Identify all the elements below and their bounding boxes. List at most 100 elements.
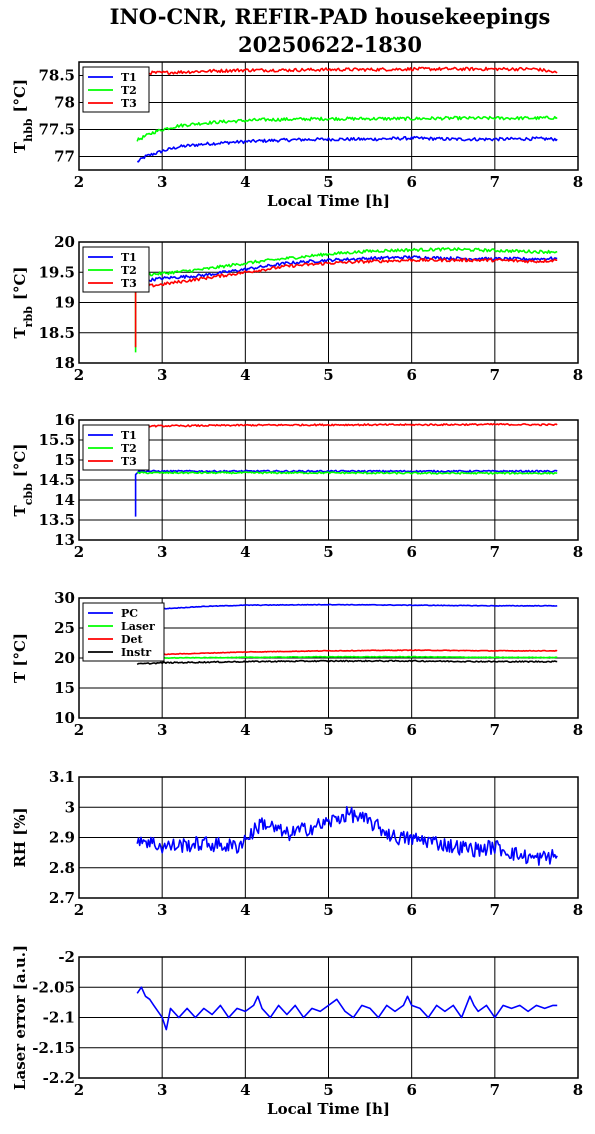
chart-panel-6: 2 3 4 5 6 7 8 -2.2 -2.15 -2.1 -2.05 -2 Local Time [h… <box>11 945 583 1118</box>
x-tick-label: 4 <box>240 1081 250 1099</box>
x-tick-label: 6 <box>406 1081 416 1099</box>
x-tick-label: 8 <box>573 721 583 739</box>
series-line-t2 <box>134 247 558 353</box>
legend-label: Det <box>121 633 144 646</box>
y-axis-label-unit: [°C] <box>11 79 29 113</box>
series-line-t3 <box>136 66 558 76</box>
y-axis-label-main: Laser error [a.u.] <box>11 945 29 1090</box>
series-line-det <box>136 649 558 657</box>
x-tick-label: 6 <box>406 721 416 739</box>
x-tick-label: 3 <box>157 543 167 561</box>
x-tick-label: 2 <box>74 366 84 384</box>
y-tick-label: 18.5 <box>38 324 75 342</box>
figure-title-line2: 20250622-1830 <box>238 32 422 57</box>
y-tick-label: 10 <box>54 709 75 727</box>
x-tick-label: 4 <box>240 901 250 919</box>
y-tick-label: 13.5 <box>38 511 75 529</box>
legend-label: T1 <box>121 251 137 264</box>
x-tick-label: 8 <box>573 543 583 561</box>
series-line-instr <box>136 659 558 666</box>
x-tick-label: 3 <box>157 1081 167 1099</box>
x-tick-label: 2 <box>74 543 84 561</box>
series-line-t3 <box>137 422 558 428</box>
y-tick-label: 20 <box>54 649 75 667</box>
plot-frame <box>78 241 579 364</box>
y-axis-label-unit: [°C] <box>11 444 29 478</box>
chart-panel-3: 2 3 4 5 6 7 81313.51414.51515.516Tcbb[°C]T1T2T… <box>11 411 583 561</box>
y-tick-label: 14 <box>54 491 75 509</box>
x-tick-label: 8 <box>573 173 583 191</box>
series-line-pc <box>137 603 558 614</box>
series-line-t1 <box>136 255 558 287</box>
series-line-value <box>136 986 558 1031</box>
x-tick-label: 7 <box>490 543 500 561</box>
y-tick-label: -2.15 <box>32 1039 75 1057</box>
y-tick-label: 15 <box>54 451 75 469</box>
x-tick-label: 2 <box>74 1081 84 1099</box>
legend-label: T2 <box>121 264 137 277</box>
y-tick-label: 30 <box>54 589 75 607</box>
plot-frame <box>78 419 579 541</box>
x-tick-label: 3 <box>157 901 167 919</box>
y-axis-label-main: T <box>11 141 29 153</box>
y-tick-label: -2.1 <box>43 1009 75 1027</box>
x-tick-label: 7 <box>490 366 500 384</box>
x-tick-label: 7 <box>490 901 500 919</box>
y-tick-label: -2.05 <box>32 978 75 996</box>
x-tick-label: 4 <box>240 366 250 384</box>
legend-label: Laser <box>121 620 155 633</box>
plot-frame <box>78 597 579 719</box>
x-tick-label: 3 <box>157 366 167 384</box>
x-tick-label: 2 <box>74 721 84 739</box>
x-tick-label: 4 <box>240 721 250 739</box>
y-tick-label: 18 <box>54 354 75 372</box>
series-line-t1 <box>134 469 558 517</box>
y-axis-label: Thbb [°C] <box>11 79 35 153</box>
series-line-t2 <box>136 471 558 475</box>
plot-frame <box>78 956 579 1079</box>
x-tick-label: 8 <box>573 366 583 384</box>
y-axis-label-main: T <box>11 327 29 339</box>
x-tick-label: 2 <box>74 901 84 919</box>
y-tick-label: 19 <box>54 294 75 312</box>
y-axis-label-main: T <box>11 504 29 516</box>
y-tick-label: 78 <box>54 94 75 112</box>
x-tick-label: 5 <box>323 1081 333 1099</box>
legend-label: T2 <box>121 84 137 97</box>
x-tick-label: 5 <box>323 173 333 191</box>
legend-label: Instr <box>121 646 151 659</box>
y-axis-label-subscript: rbb <box>22 306 35 327</box>
legend-label: T1 <box>121 71 137 84</box>
y-axis-label-main: RH [%] <box>11 807 29 867</box>
y-axis-label: Tcbb [°C] <box>11 444 35 517</box>
y-tick-label: 2.8 <box>49 859 75 877</box>
legend-label: T1 <box>121 429 137 442</box>
y-tick-label: 13 <box>54 531 75 549</box>
series-line-laser <box>137 655 558 660</box>
y-tick-label: -2.2 <box>43 1069 75 1087</box>
legend-label: T3 <box>121 277 137 290</box>
series-line-t3 <box>134 257 558 348</box>
x-tick-label: 6 <box>406 543 416 561</box>
x-axis-label: Local Time [h] <box>267 192 390 210</box>
y-axis-label-subscript: cbb <box>22 483 35 505</box>
series-line-t1 <box>136 135 558 163</box>
x-tick-label: 6 <box>406 173 416 191</box>
legend-label: T3 <box>121 455 137 468</box>
x-tick-label: 5 <box>323 721 333 739</box>
figure-title-line1: INO-CNR, REFIR-PAD housekeepings <box>110 4 551 29</box>
y-axis-label-main: T [°C] <box>11 633 29 683</box>
series-line-value <box>136 805 558 866</box>
x-tick-label: 5 <box>323 366 333 384</box>
x-tick-label: 7 <box>490 1081 500 1099</box>
y-tick-label: -2 <box>58 948 75 966</box>
y-axis-label: Trbb [°C] <box>11 267 35 339</box>
